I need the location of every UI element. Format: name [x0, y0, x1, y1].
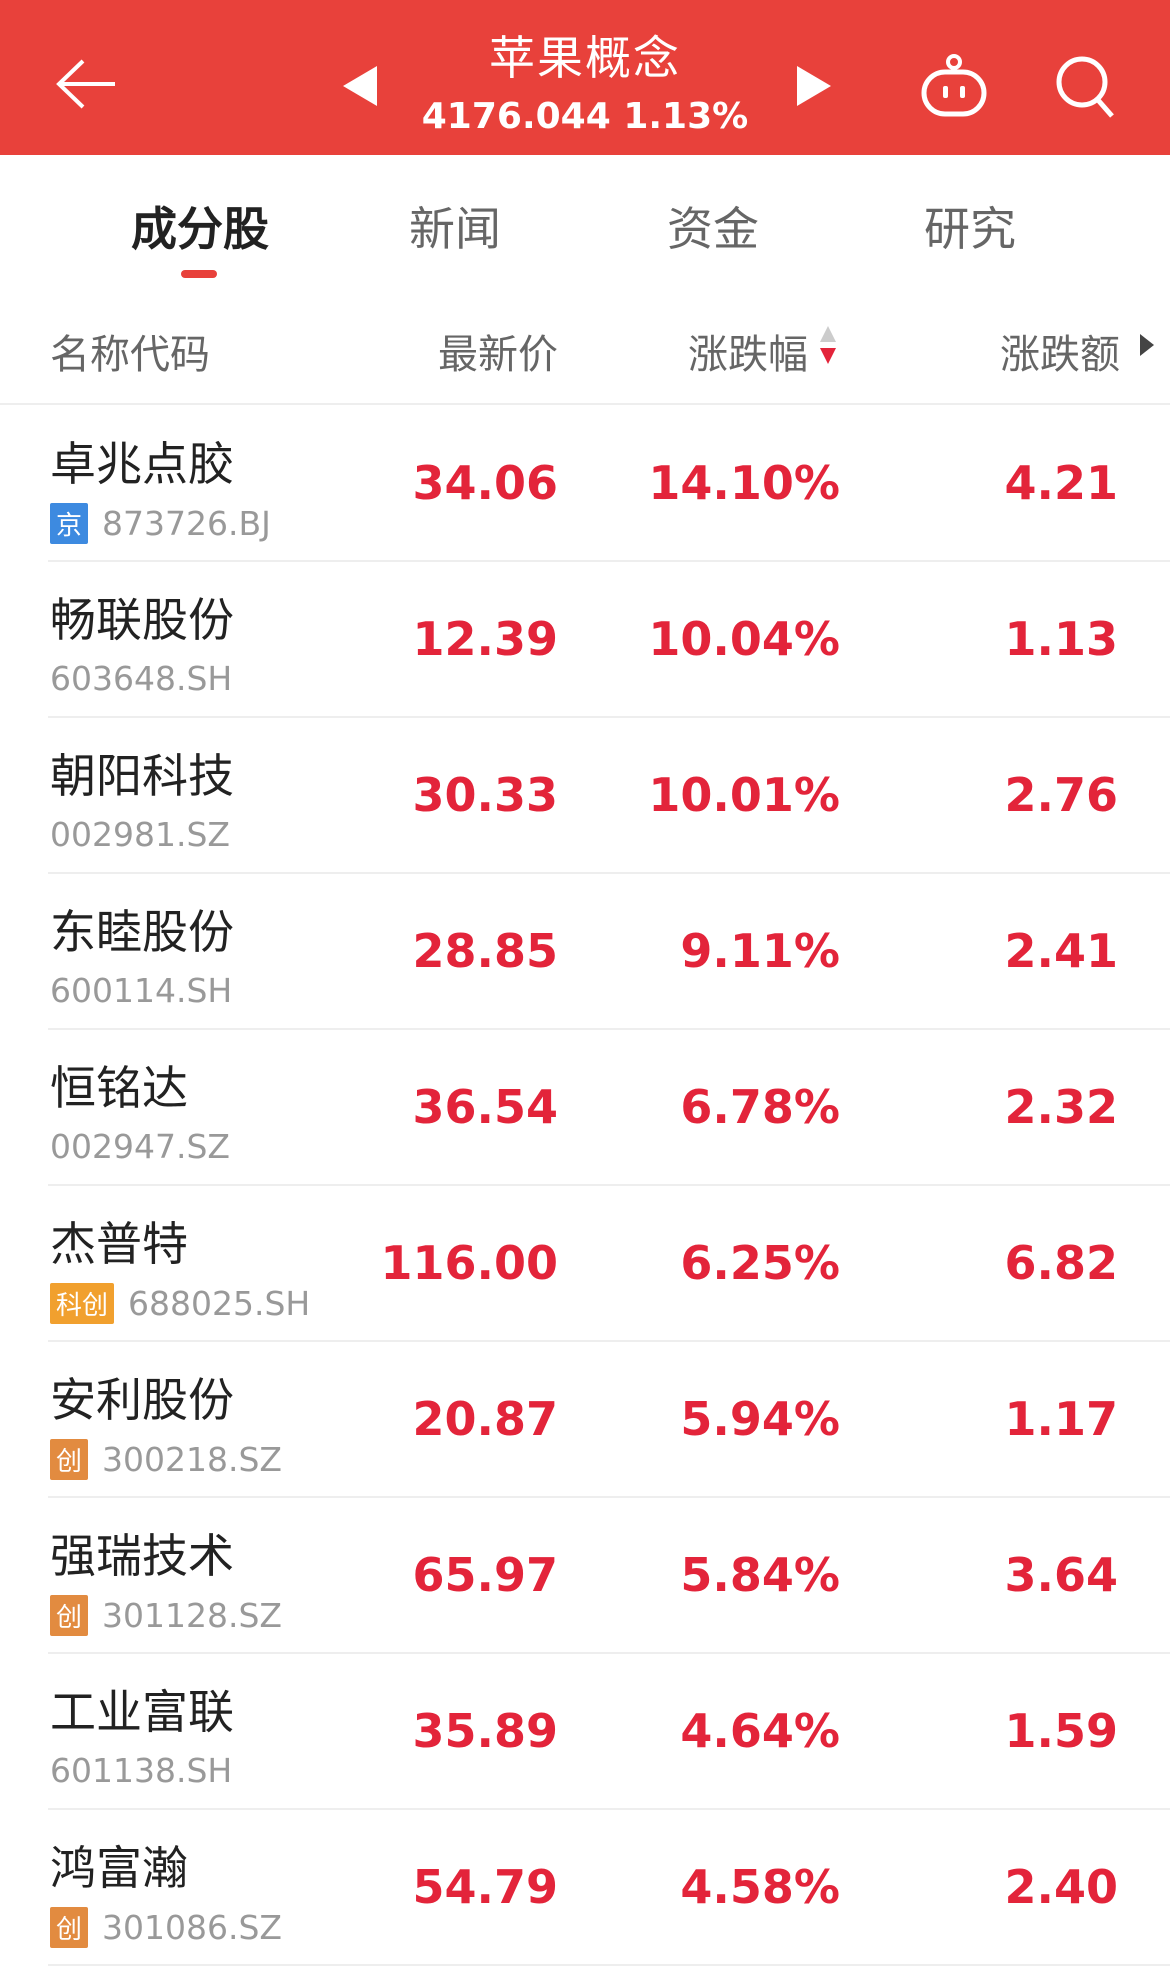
change-amount: 2.76 [1004, 768, 1119, 822]
stock-list: 卓兆点胶 京 873726.BJ 34.06 14.10% 4.21 畅联股份 60… [0, 406, 1170, 1966]
market-badge: 创 [50, 1907, 89, 1948]
change-percent: 4.58% [680, 1860, 840, 1914]
change-amount: 3.64 [1004, 1548, 1119, 1602]
stock-name: 卓兆点胶 [50, 437, 234, 491]
col-name[interactable]: 名称代码 [50, 332, 210, 378]
market-badge: 创 [50, 1439, 89, 1480]
latest-price: 20.87 [412, 1392, 558, 1446]
stock-row[interactable]: 鸿富瀚 创 301086.SZ 54.79 4.58% 2.40 [0, 1810, 1170, 1966]
stock-code: 688025.SH [128, 1284, 311, 1323]
stock-code: 603648.SH [50, 659, 233, 698]
stock-name: 工业富联 [50, 1685, 234, 1739]
stock-code: 873726.BJ [102, 504, 271, 543]
col-change-pct[interactable]: 涨跌幅 [688, 332, 808, 378]
sort-desc-icon[interactable] [818, 324, 838, 366]
tab-constituents[interactable]: 成分股 [131, 202, 269, 256]
stock-code-line: 科创 688025.SH [50, 1283, 310, 1324]
back-arrow-icon[interactable] [55, 58, 117, 110]
stock-code-line: 创 301086.SZ [50, 1907, 282, 1948]
stock-code-line: 创 300218.SZ [50, 1439, 282, 1480]
col-change-amt[interactable]: 涨跌额 [1000, 332, 1120, 378]
robot-assistant-icon[interactable] [918, 52, 990, 120]
change-percent: 4.64% [680, 1704, 840, 1758]
stock-row[interactable]: 朝阳科技 002981.SZ 30.33 10.01% 2.76 [0, 718, 1170, 874]
change-amount: 2.41 [1004, 924, 1119, 978]
change-percent: 10.01% [648, 768, 840, 822]
stock-name: 畅联股份 [50, 593, 234, 647]
tab-research[interactable]: 研究 [924, 202, 1016, 256]
change-percent: 10.04% [648, 612, 840, 666]
stock-name: 安利股份 [50, 1373, 234, 1427]
stock-code-line: 601138.SH [50, 1751, 232, 1790]
change-percent: 14.10% [648, 456, 840, 510]
index-value: 4176.044 [421, 96, 611, 137]
active-tab-indicator [181, 270, 217, 278]
change-amount: 1.17 [1004, 1392, 1119, 1446]
next-triangle-icon[interactable] [797, 66, 831, 106]
stock-code: 601138.SH [50, 1751, 233, 1790]
latest-price: 28.85 [412, 924, 558, 978]
previous-triangle-icon[interactable] [343, 66, 377, 106]
stock-row[interactable]: 卓兆点胶 京 873726.BJ 34.06 14.10% 4.21 [0, 406, 1170, 562]
top-bar: 苹果概念 4176.044 1.13% [0, 0, 1170, 155]
stock-name: 恒铭达 [50, 1061, 188, 1115]
col-price[interactable]: 最新价 [438, 332, 558, 378]
stock-row[interactable]: 安利股份 创 300218.SZ 20.87 5.94% 1.17 [0, 1342, 1170, 1498]
stock-row[interactable]: 强瑞技术 创 301128.SZ 65.97 5.84% 3.64 [0, 1498, 1170, 1654]
stock-code: 002981.SZ [50, 815, 231, 854]
latest-price: 65.97 [412, 1548, 558, 1602]
change-amount: 6.82 [1004, 1236, 1119, 1290]
stock-code: 300218.SZ [102, 1440, 283, 1479]
scroll-right-caret-icon[interactable] [1140, 334, 1154, 356]
latest-price: 116.00 [380, 1236, 558, 1290]
stock-code: 301128.SZ [102, 1596, 283, 1635]
change-percent: 5.94% [680, 1392, 840, 1446]
stock-row[interactable]: 工业富联 601138.SH 35.89 4.64% 1.59 [0, 1654, 1170, 1810]
search-icon[interactable] [1054, 54, 1116, 120]
tab-news[interactable]: 新闻 [409, 202, 501, 256]
change-amount: 2.32 [1004, 1080, 1119, 1134]
latest-price: 30.33 [412, 768, 558, 822]
stock-code-line: 002947.SZ [50, 1127, 230, 1166]
latest-price: 34.06 [412, 456, 558, 510]
stock-code: 301086.SZ [102, 1908, 283, 1947]
latest-price: 36.54 [412, 1080, 558, 1134]
change-amount: 2.40 [1004, 1860, 1119, 1914]
stock-name: 朝阳科技 [50, 749, 234, 803]
change-amount: 1.59 [1004, 1704, 1119, 1758]
stock-name: 东睦股份 [50, 905, 234, 959]
change-amount: 4.21 [1004, 456, 1119, 510]
stock-code-line: 创 301128.SZ [50, 1595, 282, 1636]
stock-code-line: 603648.SH [50, 659, 232, 698]
stock-row[interactable]: 杰普特 科创 688025.SH 116.00 6.25% 6.82 [0, 1186, 1170, 1342]
tab-funds[interactable]: 资金 [667, 202, 759, 256]
concept-title: 苹果概念 [489, 31, 681, 85]
stock-code-line: 600114.SH [50, 971, 232, 1010]
change-percent: 9.11% [680, 924, 840, 978]
stock-row[interactable]: 恒铭达 002947.SZ 36.54 6.78% 2.32 [0, 1030, 1170, 1186]
latest-price: 54.79 [412, 1860, 558, 1914]
change-percent: 6.78% [680, 1080, 840, 1134]
market-badge: 创 [50, 1595, 89, 1636]
stock-name: 强瑞技术 [50, 1529, 234, 1583]
stock-name: 鸿富瀚 [50, 1841, 188, 1895]
latest-price: 12.39 [412, 612, 558, 666]
index-change: 1.13% [623, 96, 749, 137]
stock-code: 002947.SZ [50, 1127, 231, 1166]
index-quote: 4176.044 1.13% [0, 96, 1170, 137]
market-badge: 京 [50, 503, 89, 544]
stock-code-line: 002981.SZ [50, 815, 230, 854]
latest-price: 35.89 [412, 1704, 558, 1758]
stock-name: 杰普特 [50, 1217, 188, 1271]
change-amount: 1.13 [1004, 612, 1119, 666]
stock-row[interactable]: 东睦股份 600114.SH 28.85 9.11% 2.41 [0, 874, 1170, 1030]
tab-bar: 成分股 新闻 资金 研究 [0, 155, 1170, 290]
stock-row[interactable]: 畅联股份 603648.SH 12.39 10.04% 1.13 [0, 562, 1170, 718]
stock-code: 600114.SH [50, 971, 233, 1010]
change-percent: 6.25% [680, 1236, 840, 1290]
market-badge: 科创 [50, 1283, 115, 1324]
column-header: 名称代码 最新价 涨跌幅 涨跌额 [0, 290, 1170, 405]
stock-code-line: 京 873726.BJ [50, 503, 271, 544]
change-percent: 5.84% [680, 1548, 840, 1602]
